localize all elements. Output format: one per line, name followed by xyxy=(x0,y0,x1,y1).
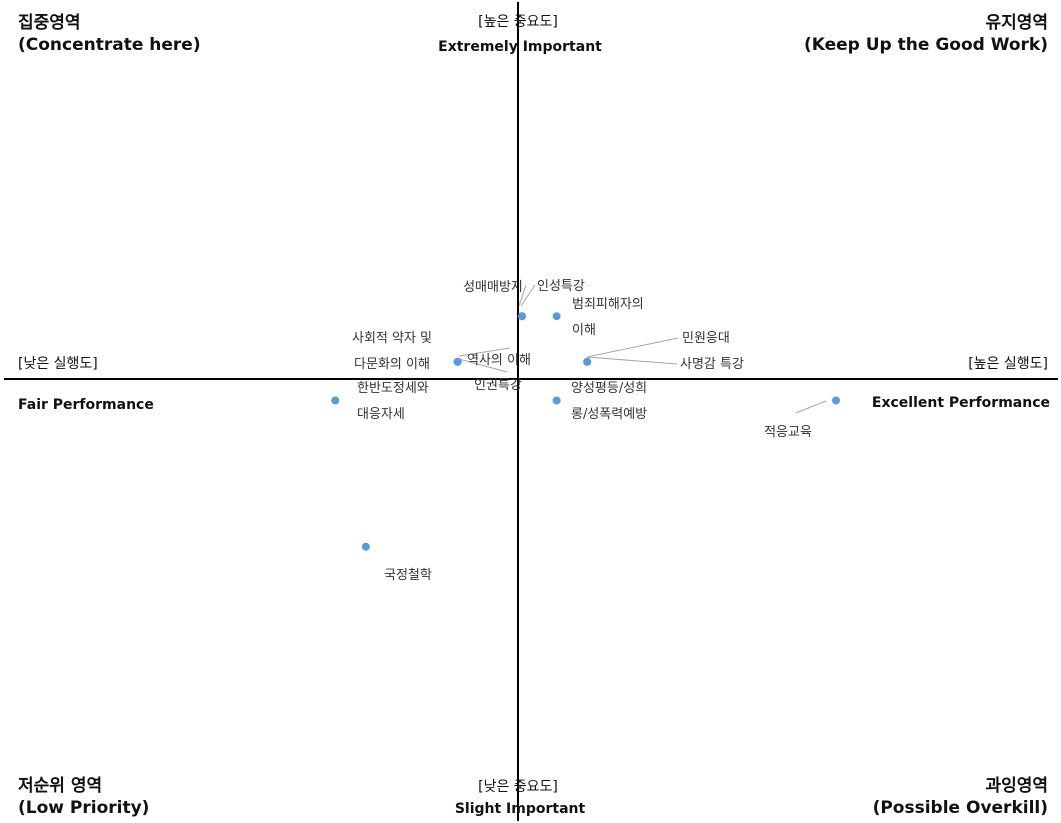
data-point-label: 인권특강 xyxy=(474,378,522,393)
data-point xyxy=(518,312,527,321)
data-point-label: 적응교육 xyxy=(764,425,812,440)
data-point xyxy=(361,542,370,551)
x-axis-left-sublabel: Fair Performance xyxy=(18,397,154,413)
leader-line xyxy=(518,284,527,307)
data-point-label: 국정철학 xyxy=(384,568,432,583)
data-point xyxy=(552,312,561,321)
data-points xyxy=(331,312,840,551)
x-axis-right-label: [높은 실행도] xyxy=(968,356,1048,372)
data-point-label: 범죄피해자의 이해 xyxy=(572,297,644,338)
data-point-label: 한반도정세와 대응자세 xyxy=(357,381,429,422)
leader-line xyxy=(586,337,679,358)
data-point-label: 역사의 이해 xyxy=(467,353,531,368)
data-point xyxy=(831,396,840,405)
quadrant-top-left-title: 집중영역 xyxy=(18,13,81,33)
data-point xyxy=(552,396,561,405)
data-point xyxy=(453,357,462,366)
data-point-label: 인성특강 xyxy=(537,279,585,294)
quadrant-top-right-subtitle: (Keep Up the Good Work) xyxy=(804,35,1048,55)
y-axis-top-sublabel: Extremely Important xyxy=(438,39,602,55)
quadrant-top-left-subtitle: (Concentrate here) xyxy=(18,35,201,55)
data-point xyxy=(583,357,592,366)
quadrant-top-right-title: 유지영역 xyxy=(985,13,1048,33)
data-point-label: 사명감 특강 xyxy=(680,357,744,372)
y-axis-bottom-label: [낮은 중요도] xyxy=(478,779,558,795)
data-point-label: 민원응대 xyxy=(682,331,730,346)
leader-line xyxy=(458,358,508,373)
y-axis-top-label: [높은 중요도] xyxy=(478,14,558,30)
quadrant-bottom-left-title: 저순위 영역 xyxy=(18,776,102,796)
leader-line xyxy=(520,284,536,307)
data-point xyxy=(331,396,340,405)
leader-line xyxy=(458,347,511,357)
leader-line xyxy=(795,400,827,414)
data-point-label: 양성평등/성희 롱/성폭력예방 xyxy=(571,381,647,422)
x-axis-left-label: [낮은 실행도] xyxy=(18,356,98,372)
quadrant-bottom-right-title: 과잉영역 xyxy=(985,776,1048,796)
x-axis-right-sublabel: Excellent Performance xyxy=(872,395,1050,411)
quadrant-bottom-left-subtitle: (Low Priority) xyxy=(18,798,149,818)
data-point-label: 사회적 약자 및 다문화의 이해 xyxy=(352,331,432,372)
quadrant-bottom-right-subtitle: (Possible Overkill) xyxy=(873,798,1048,818)
leader-lines xyxy=(458,284,827,414)
leader-line xyxy=(586,356,678,365)
data-point-label: 성매매방지 xyxy=(463,280,523,295)
y-axis-bottom-sublabel: Slight Important xyxy=(455,801,586,817)
